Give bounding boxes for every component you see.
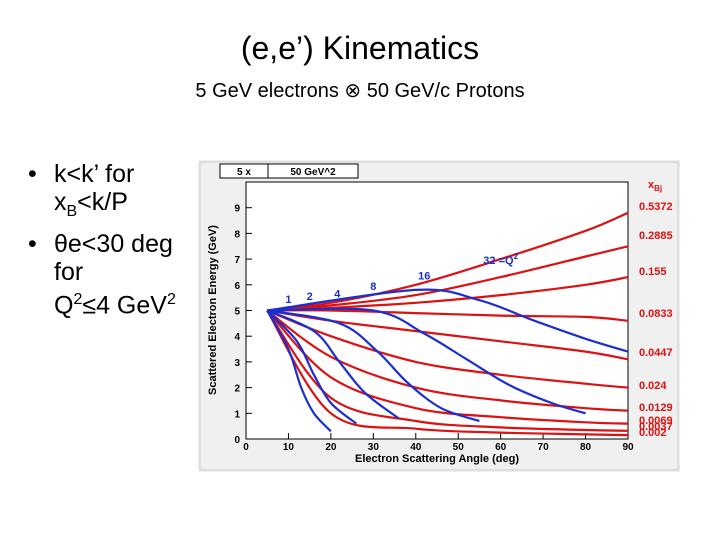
q2-label-sup: 2 [514, 252, 519, 261]
header-left-text: 5 x [237, 167, 251, 178]
q2-label-8: 8 [370, 281, 376, 293]
kinematics-chart: 5 x 50 GeV^2 0 10 20 30 40 50 60 70 80 90 0 1 2 3 4 5 6… [198, 160, 680, 472]
x-tick-label: 30 [368, 442, 380, 453]
y-tick-label: 3 [234, 358, 240, 369]
legend-value-0.0037: 0.0037 [639, 421, 673, 433]
bullet-1-line-2: xB<k/P [54, 188, 128, 220]
q2-line-4 [266, 309, 400, 420]
legend-value-0.002: 0.002 [639, 427, 667, 439]
bullet-2-line-1: θe<30 deg [54, 230, 173, 258]
x-bj-legend: xBj 0.5372 0.2885 0.155 0.0833 0.0447 0.024 0.… [639, 179, 673, 439]
q2-label-1: 1 [285, 294, 291, 306]
x-tick-label: 20 [325, 442, 337, 453]
q2-labels: 1 2 4 8 16 32 =Q2 [285, 252, 518, 306]
header-box-right [267, 163, 359, 179]
q2-line-8 [267, 309, 480, 423]
x-bj-series [266, 211, 629, 437]
chart-outer-frame [199, 161, 679, 471]
q2-label-32 =Q: 32 =Q2 [483, 252, 518, 267]
legend-value-0.0833: 0.0833 [639, 308, 673, 320]
bullet-1-line-1: k<k’ for [54, 160, 135, 188]
x-bj-line-0.002 [266, 309, 629, 437]
x-bj-line-0.0037 [266, 309, 629, 432]
legend-value-0.0447: 0.0447 [639, 347, 673, 359]
y-tick-label: 7 [234, 255, 240, 266]
bullet-item-2: • θe<30 deg for Q2≤4 GeV2 [28, 230, 176, 319]
bullet-dot: • [28, 160, 37, 188]
y-tick-label: 2 [234, 384, 240, 395]
q2-label-4: 4 [334, 289, 341, 301]
legend-value-0.0069: 0.0069 [639, 415, 673, 427]
x-tick-label: 40 [410, 442, 422, 453]
y-tick-label: 9 [234, 204, 240, 215]
q2-line-2 [266, 309, 358, 425]
x-tick-label: 90 [622, 442, 634, 453]
bullet-dot: • [28, 230, 37, 258]
x-bj-line-0.0833 [267, 309, 629, 322]
q2-line-1 [266, 309, 332, 433]
q2-label-16: 16 [418, 271, 430, 283]
x-bj-line-0.0129 [266, 309, 629, 412]
slide-title: (e,e’) Kinematics [240, 30, 480, 66]
legend-value-0.155: 0.155 [639, 266, 667, 278]
q2-line-32 [267, 288, 629, 353]
bullet-2-line-2: for [54, 258, 84, 286]
x-tick-label: 70 [538, 442, 550, 453]
x-bj-line-0.5372 [267, 211, 629, 312]
x-tick-label: 80 [580, 442, 592, 453]
y-tick-label: 8 [234, 229, 240, 240]
x-tick-label: 10 [283, 442, 295, 453]
x-bj-line-0.024 [266, 309, 629, 389]
q2-label-2: 2 [307, 291, 313, 303]
bullet-list: • k<k’ for xB<k/P • θe<30 deg for Q2≤4 G… [28, 160, 176, 323]
legend-value-0.0129: 0.0129 [639, 402, 673, 414]
y-axis-label: Scattered Electron Energy (GeV) [207, 225, 219, 395]
x-bj-line-0.0069 [266, 309, 629, 425]
y-tick-label: 4 [234, 332, 240, 343]
legend-title: xBj [648, 179, 662, 193]
q2-line-16 [267, 307, 586, 415]
x-tick-label: 50 [453, 442, 465, 453]
y-tick-label: 6 [234, 281, 240, 292]
bullet-item-1: • k<k’ for xB<k/P [28, 160, 176, 226]
x-axis-label: Electron Scattering Angle (deg) [355, 453, 519, 465]
slide-subtitle: 5 GeV electrons ⊗ 50 GeV/c Protons [195, 80, 525, 102]
y-axis: 0 1 2 3 4 5 6 7 8 9 [234, 204, 252, 446]
chart-header: 5 x 50 GeV^2 [219, 163, 359, 179]
legend-value-0.2885: 0.2885 [639, 230, 673, 242]
legend-value-0.024: 0.024 [639, 380, 667, 392]
q2-series [266, 288, 629, 433]
y-tick-label: 0 [234, 435, 240, 446]
legend-value-0.5372: 0.5372 [639, 201, 673, 213]
header-right-text: 50 GeV^2 [290, 167, 336, 178]
y-tick-label: 1 [234, 409, 240, 420]
x-bj-line-0.2885 [267, 245, 629, 312]
x-tick-label: 0 [243, 442, 249, 453]
y-tick-label: 5 [234, 307, 240, 318]
x-axis: 0 10 20 30 40 50 60 70 80 90 [243, 433, 634, 453]
x-tick-label: 60 [495, 442, 507, 453]
bullet-2-line-3: Q2≤4 GeV2 [54, 291, 176, 320]
